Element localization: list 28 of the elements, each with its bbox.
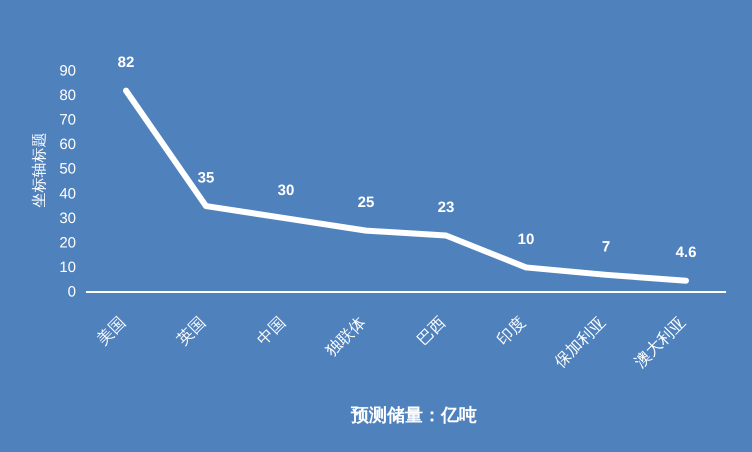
x-tick-label: 中国 — [254, 313, 290, 349]
y-tick-label: 40 — [59, 185, 76, 202]
x-tick-label: 美国 — [94, 313, 130, 349]
x-tick-label: 保加利亚 — [551, 313, 610, 372]
data-label: 23 — [438, 199, 454, 216]
data-label: 4.6 — [676, 244, 696, 262]
data-label: 10 — [518, 230, 534, 248]
x-axis-title: 预测储量：亿吨 — [350, 405, 477, 425]
y-tick-label: 70 — [59, 112, 76, 129]
y-tick-label: 80 — [59, 87, 76, 104]
y-axis-title: 坐标轴标题 — [31, 132, 48, 208]
y-tick-label: 50 — [59, 160, 76, 178]
data-label: 7 — [602, 238, 610, 256]
data-label: 25 — [358, 194, 374, 212]
y-tick-label: 0 — [68, 284, 76, 300]
data-label: 82 — [118, 54, 134, 72]
x-tick-label: 澳大利亚 — [631, 313, 690, 372]
x-tick-label: 英国 — [174, 313, 210, 349]
data-label: 30 — [278, 182, 294, 199]
x-tick-label: 独联体 — [322, 313, 370, 360]
y-tick-label: 10 — [59, 258, 76, 276]
x-tick-label: 印度 — [494, 313, 530, 349]
y-tick-label: 20 — [59, 234, 76, 252]
y-tick-label: 30 — [59, 210, 76, 227]
y-tick-label: 90 — [59, 62, 76, 80]
y-tick-label: 60 — [59, 136, 76, 154]
data-label: 35 — [198, 170, 214, 187]
x-tick-label: 巴西 — [414, 314, 450, 349]
